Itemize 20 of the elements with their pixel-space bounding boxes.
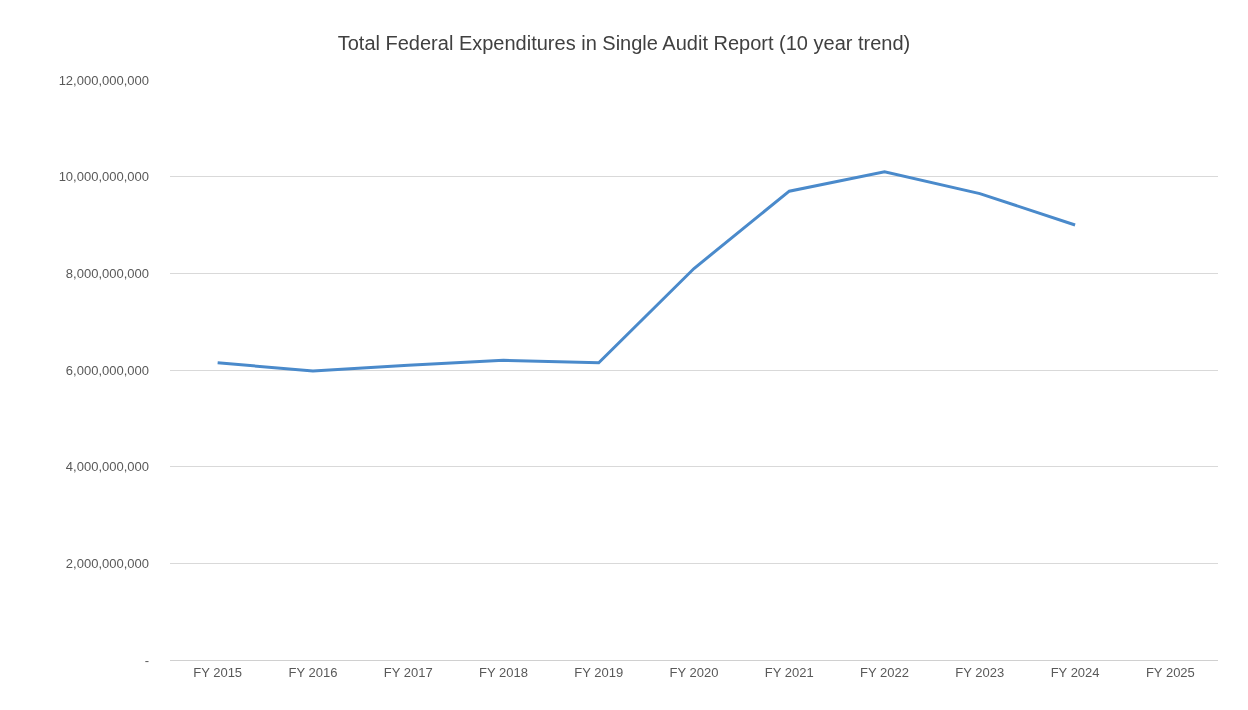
x-tick-label: FY 2021 [764, 664, 814, 680]
x-tick-label: FY 2020 [669, 664, 719, 680]
y-tick-label: 6,000,000,000 [65, 362, 149, 378]
y-tick-label: - [144, 652, 149, 668]
y-tick-label: 2,000,000,000 [65, 555, 149, 571]
x-tick-label: FY 2018 [478, 664, 528, 680]
x-tick-label: FY 2023 [955, 664, 1005, 680]
y-tick-label: 10,000,000,000 [58, 169, 149, 185]
x-tick-label: FY 2024 [1050, 664, 1100, 680]
x-tick-label: FY 2016 [288, 664, 338, 680]
x-tick-label: FY 2015 [193, 664, 243, 680]
line-series [216, 170, 1077, 373]
x-tick-label: FY 2022 [860, 664, 910, 680]
x-tick-label: FY 2025 [1145, 664, 1195, 680]
y-tick-label: 12,000,000,000 [58, 72, 149, 88]
y-tick-label: 8,000,000,000 [65, 265, 149, 281]
x-tick-label: FY 2019 [574, 664, 624, 680]
x-tick-label: FY 2017 [383, 664, 433, 680]
chart-title: Total Federal Expenditures in Single Audit Report (10 year trend) [337, 31, 911, 54]
y-tick-label: 4,000,000,000 [65, 459, 149, 475]
